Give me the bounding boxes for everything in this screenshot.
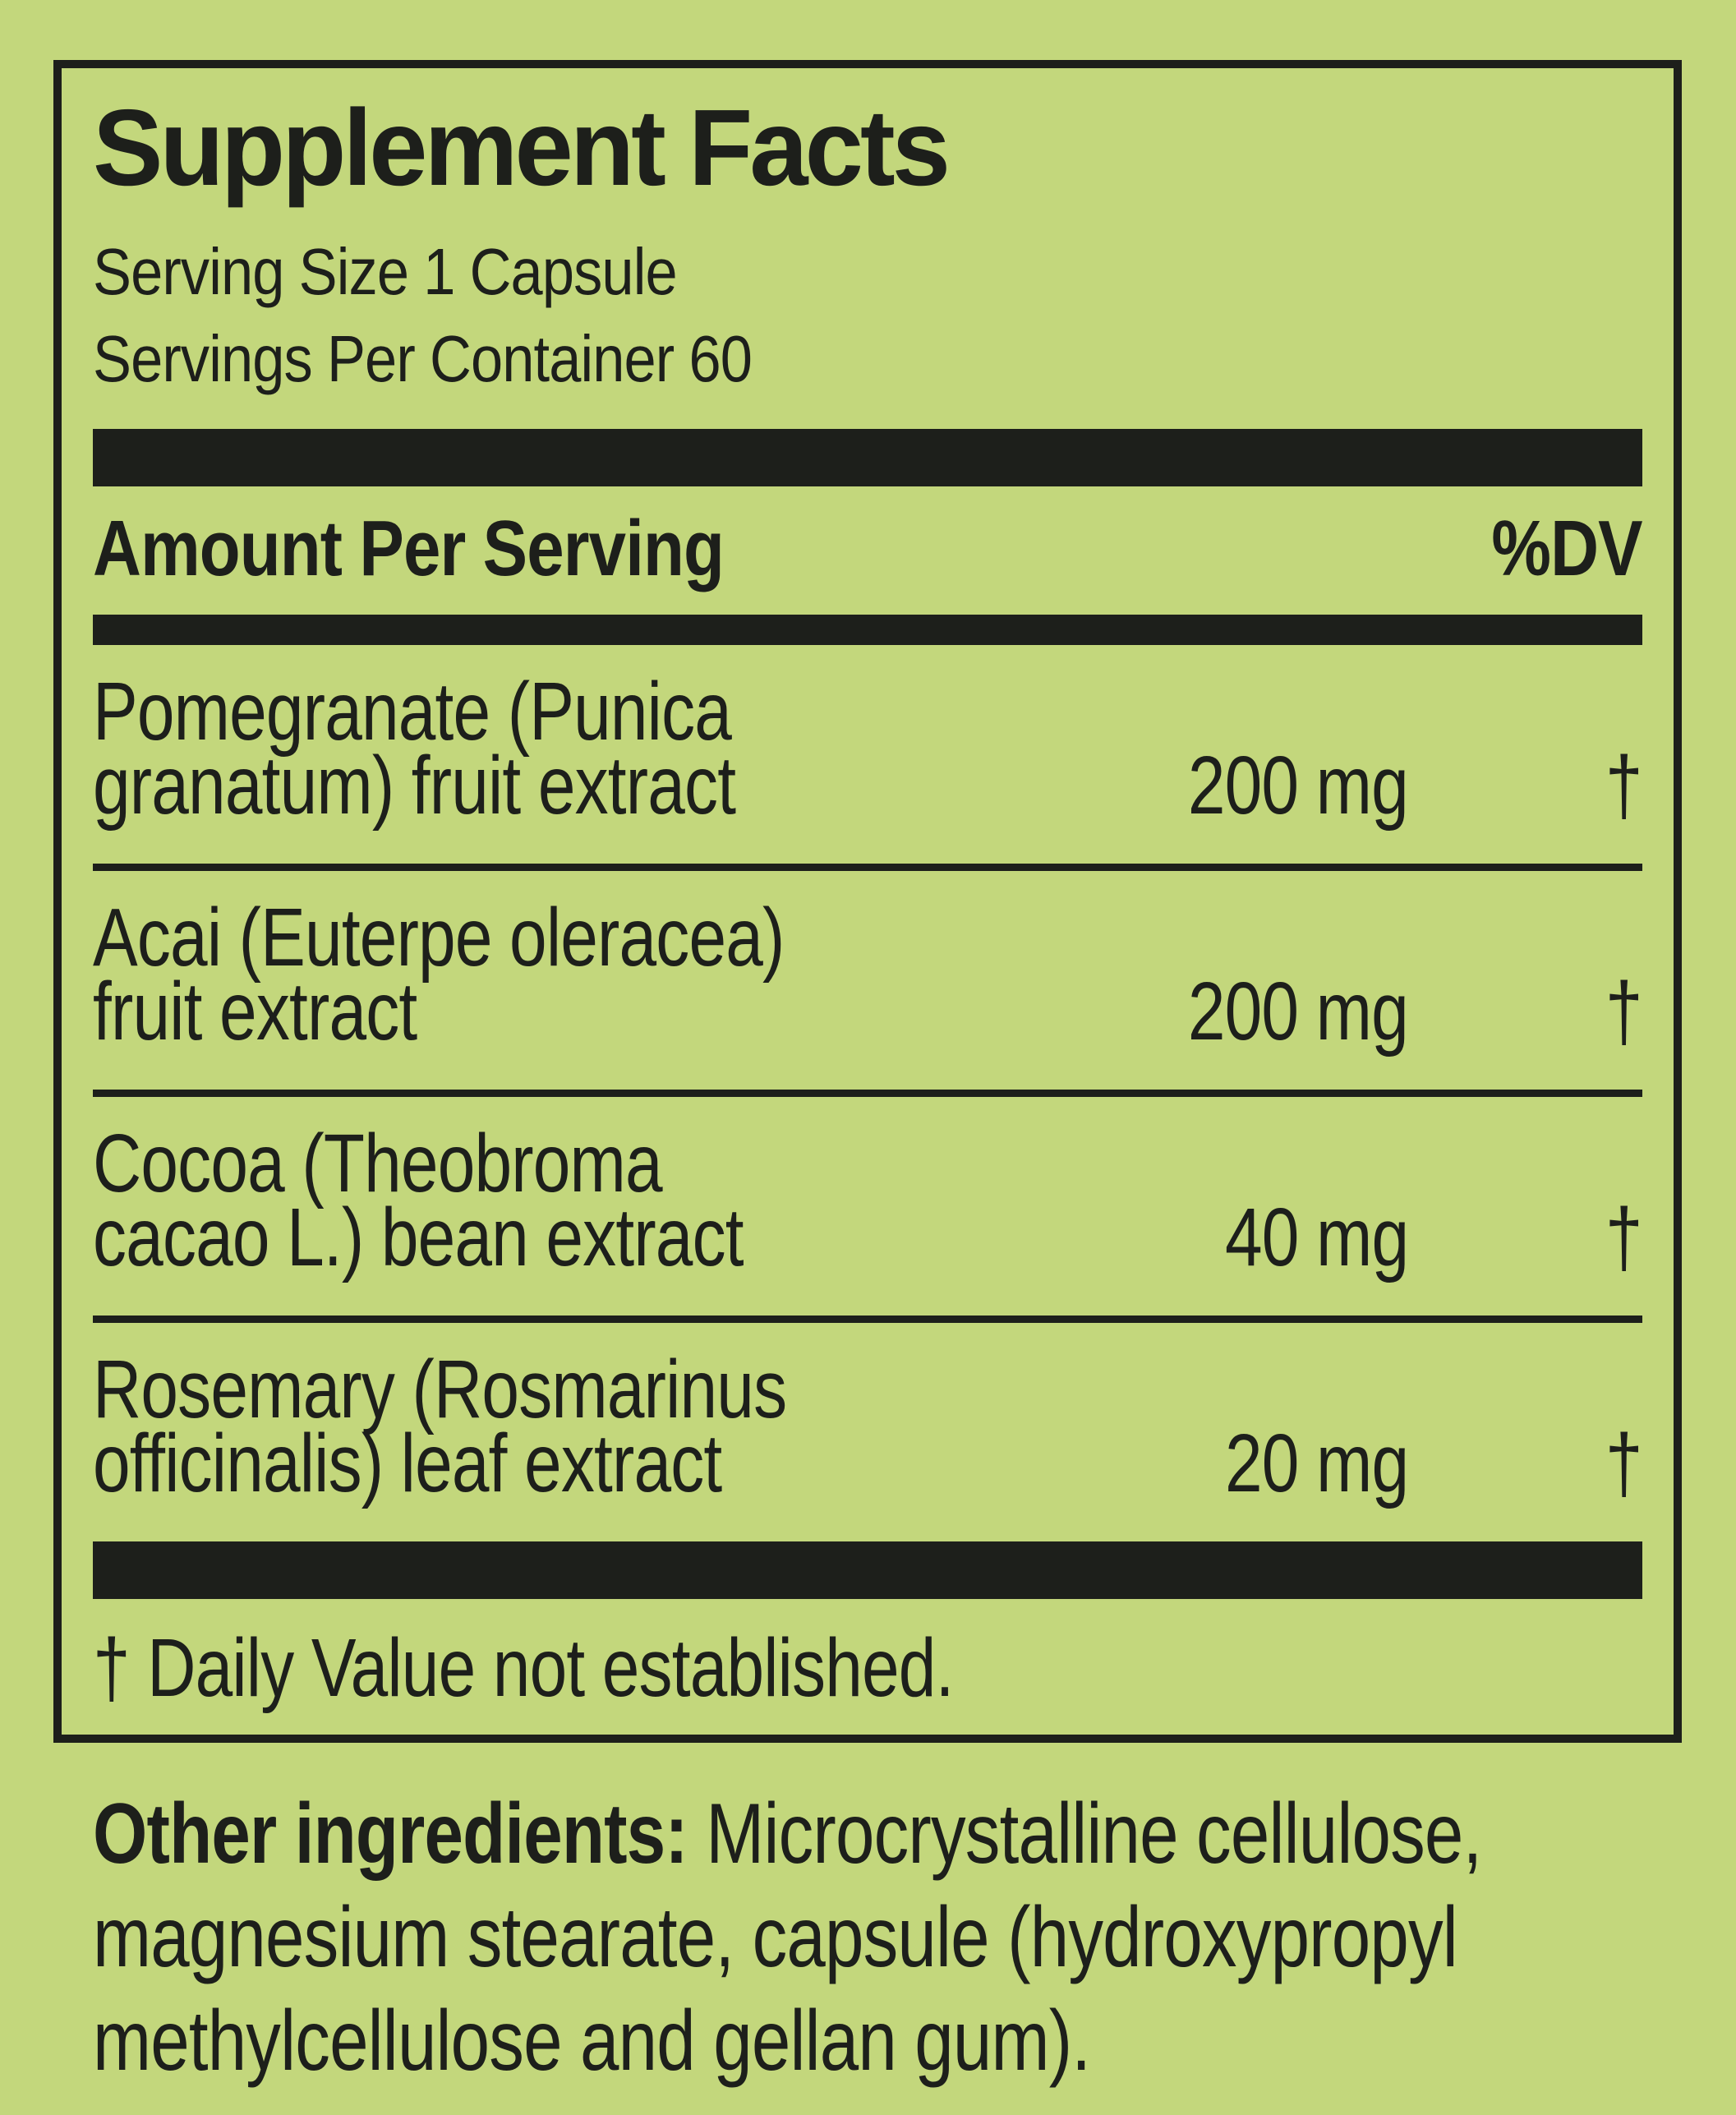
ingredient-name-line2: fruit extract [93, 965, 417, 1058]
ingredient-name-line1: Rosemary (Rosmarinus [93, 1343, 787, 1435]
supplement-facts-panel: Supplement Facts Serving Size 1 Capsule … [53, 60, 1682, 1743]
ingredient-name-line1: Cocoa (Theobroma [93, 1117, 663, 1210]
ingredient-row-rosemary: Rosemary (Rosmarinus officinalis) leaf e… [93, 1323, 1643, 1541]
ingredient-dv-dagger: † [1605, 1417, 1643, 1509]
panel-title-text: Supplement Facts [93, 87, 951, 208]
dv-header: %DV [1491, 504, 1643, 592]
label-page: Supplement Facts Serving Size 1 Capsule … [0, 60, 1736, 2093]
serving-size-text: Serving Size 1 Capsule [93, 234, 678, 308]
ingredient-dv-dagger: † [1605, 739, 1643, 832]
footnote-text: † Daily Value not established. [93, 1621, 954, 1714]
ingredient-amount: 40 mg [1224, 1191, 1409, 1283]
servings-per-container-line: Servings Per Container 60 [93, 316, 1642, 403]
other-ingredients-label: Other ingredients: [93, 1786, 688, 1882]
amount-per-serving-header: Amount Per Serving [93, 504, 725, 592]
ingredient-name-line2: cacao L.) bean extract [93, 1191, 744, 1283]
other-ingredients-line3: methylcellulose and gellan gum). [93, 1993, 1091, 2089]
ingredient-name: Acai (Euterpe oleracea) fruit extract [93, 891, 1129, 1058]
ingredient-name-line2: officinalis) leaf extract [93, 1417, 722, 1509]
ingredient-dv-dagger: † [1605, 1191, 1643, 1283]
ingredient-amount: 200 mg [1187, 739, 1409, 832]
ingredient-row-pomegranate: Pomegranate (Punica granatum) fruit extr… [93, 645, 1643, 871]
ingredient-amount: 20 mg [1224, 1417, 1409, 1509]
ingredient-name-line1: Pomegranate (Punica [93, 665, 732, 758]
ingredient-name-line1: Acai (Euterpe oleracea) [93, 891, 785, 984]
divider-bar-header [93, 614, 1642, 645]
serving-size-line: Serving Size 1 Capsule [93, 228, 1642, 316]
other-ingredients: Other ingredients: Microcrystalline cell… [93, 1782, 1736, 2093]
ingredient-name: Cocoa (Theobroma cacao L.) bean extract [93, 1117, 1129, 1283]
other-ingredients-line2: magnesium stearate, capsule (hydroxyprop… [93, 1889, 1458, 1985]
ingredient-row-acai: Acai (Euterpe oleracea) fruit extract 20… [93, 871, 1643, 1097]
column-header-row: Amount Per Serving %DV [93, 486, 1643, 615]
ingredient-amount: 200 mg [1187, 965, 1409, 1058]
divider-bar-top [93, 428, 1642, 486]
ingredient-row-cocoa: Cocoa (Theobroma cacao L.) bean extract … [93, 1097, 1643, 1323]
serving-info: Serving Size 1 Capsule Servings Per Cont… [93, 228, 1642, 403]
ingredient-name: Pomegranate (Punica granatum) fruit extr… [93, 665, 1129, 832]
ingredient-dv-dagger: † [1605, 965, 1643, 1058]
panel-title: Supplement Facts [93, 87, 1642, 208]
footnote: † Daily Value not established. [93, 1599, 1642, 1715]
servings-per-container-text: Servings Per Container 60 [93, 321, 753, 395]
ingredient-name: Rosemary (Rosmarinus officinalis) leaf e… [93, 1343, 1129, 1509]
other-ingredients-line1-rest: Microcrystalline cellulose, [687, 1786, 1482, 1882]
other-ingredients-line1: Other ingredients: Microcrystalline cell… [93, 1782, 1736, 1886]
divider-bar-bottom [93, 1541, 1642, 1599]
ingredient-name-line2: granatum) fruit extract [93, 739, 736, 832]
